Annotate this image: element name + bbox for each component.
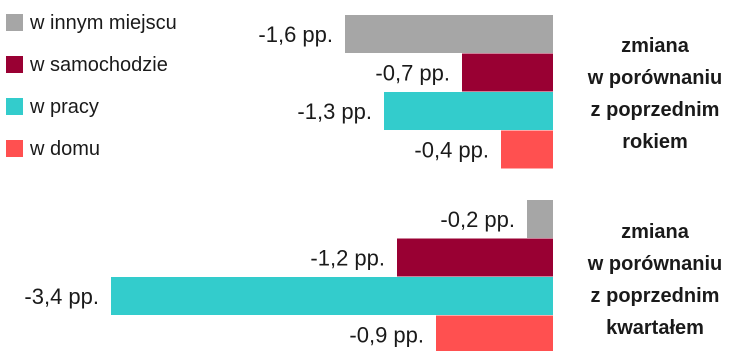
group-title-g1-line0: zmiana <box>621 221 690 243</box>
group-title-g1-line1: w porównaniu <box>587 253 722 275</box>
bar-g1-s1 <box>397 238 553 277</box>
legend-swatch-1 <box>6 56 23 73</box>
group-title-g0-line3: rokiem <box>622 131 688 153</box>
legend-swatch-2 <box>6 98 23 115</box>
data-label-g1-s1: -1,2 pp. <box>310 246 385 271</box>
group-title-g1-line2: z poprzednim <box>591 285 720 307</box>
bar-g0-s1 <box>462 53 553 92</box>
bar-g0-s2 <box>384 92 553 130</box>
bar-g0-s3 <box>501 130 553 169</box>
legend-label-2: w pracy <box>29 96 99 118</box>
legend-swatch-0 <box>6 14 23 31</box>
data-label-g0-s2: -1,3 pp. <box>297 99 372 124</box>
legend-label-0: w innym miejscu <box>29 12 177 34</box>
group-title-g0-line1: w porównaniu <box>587 67 722 89</box>
data-label-g0-s1: -0,7 pp. <box>375 61 450 86</box>
group-title-g0-line0: zmiana <box>621 35 690 57</box>
bar-g1-s0 <box>527 200 553 238</box>
group-title-g0-line2: z poprzednim <box>591 99 720 121</box>
bar-g1-s3 <box>436 315 553 351</box>
legend-swatch-3 <box>6 140 23 157</box>
bar-g0-s0 <box>345 15 553 53</box>
data-label-g1-s2: -3,4 pp. <box>24 284 99 309</box>
group-title-g1-line3: kwartałem <box>606 317 704 339</box>
data-label-g0-s3: -0,4 pp. <box>414 138 489 163</box>
legend-label-1: w samochodzie <box>29 54 168 76</box>
legend-label-3: w domu <box>29 138 100 160</box>
bar-g1-s2 <box>111 277 553 315</box>
data-label-g1-s0: -0,2 pp. <box>440 207 515 232</box>
data-label-g0-s0: -1,6 pp. <box>258 22 333 47</box>
data-label-g1-s3: -0,9 pp. <box>349 323 424 348</box>
